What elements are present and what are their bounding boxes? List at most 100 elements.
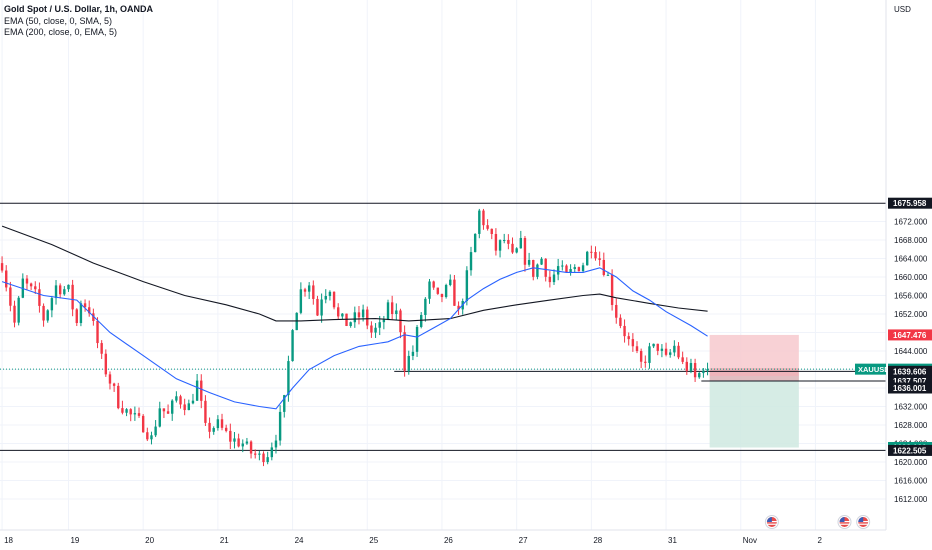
candle-body [75, 309, 78, 324]
level-label-1637-bg [888, 375, 932, 387]
candle-body [577, 267, 581, 272]
candle-body [411, 351, 415, 356]
y-tick-label: 1620.000 [894, 458, 928, 467]
candle-body [693, 363, 697, 378]
candle-body [150, 435, 153, 440]
candle-body [639, 350, 643, 362]
chart-legend[interactable]: Gold Spot / U.S. Dollar, 1h, OANDA EMA (… [4, 4, 153, 39]
y-tick-label: 1668.000 [894, 236, 928, 245]
candle-body [532, 259, 535, 277]
candle-body [200, 380, 203, 401]
horizontal-levels[interactable] [0, 202, 886, 451]
candle-body [590, 251, 593, 253]
candle-body [46, 310, 49, 321]
candle-body [453, 279, 456, 306]
candle-body [216, 419, 220, 429]
candle-body [0, 263, 4, 271]
level-label-1639-bg [888, 365, 932, 377]
candle-body [125, 409, 128, 413]
y-tick-label: 1672.000 [894, 218, 928, 227]
candle-body [610, 274, 614, 305]
candle-body [88, 307, 91, 314]
candle-body [349, 322, 352, 326]
us-flag-icon[interactable] [837, 515, 852, 529]
candle-body [17, 297, 20, 323]
candle-body [473, 233, 477, 253]
x-tick-label: Nov [743, 536, 757, 545]
candle-body [291, 330, 294, 362]
stop-label-text: 1647.476 [893, 331, 927, 340]
candle-body [702, 370, 705, 374]
candle-body [361, 309, 365, 318]
candle-body [38, 289, 41, 306]
candle-body [307, 285, 311, 292]
position-tool[interactable] [709, 334, 799, 448]
candle-body [154, 426, 157, 436]
y-tick-label: 1628.000 [894, 421, 928, 430]
symbol-tag-text: XAUUSD [858, 365, 890, 374]
candle-body [249, 441, 253, 454]
candle-body [96, 320, 99, 344]
candle-body [544, 258, 547, 277]
candle-body [9, 287, 12, 306]
candle-body [581, 265, 585, 272]
currency-label: USD [894, 5, 911, 14]
candle-body [673, 345, 676, 353]
us-flag-icon[interactable] [764, 515, 779, 529]
candle-body [312, 285, 315, 299]
candle-body [635, 346, 639, 351]
stop-label: 1647.476 [888, 329, 932, 341]
level-label-1639-text: 1639.606 [893, 367, 927, 376]
candle-body [79, 303, 83, 324]
candle-body [117, 385, 120, 409]
candle-body [511, 243, 514, 253]
candle-body [328, 291, 332, 297]
level-label-top-bg [888, 197, 932, 209]
candle-body [698, 373, 701, 378]
candle-body [586, 251, 589, 266]
candle-body [457, 305, 460, 310]
candle-body [58, 285, 62, 295]
level-label-bottom-bg [888, 444, 932, 456]
candle-body [254, 453, 257, 455]
ema50-legend-item[interactable]: EMA (50, close, 0, SMA, 5) [4, 15, 113, 26]
level-label-1639: 1639.606 [888, 365, 932, 377]
candle-body [644, 361, 647, 363]
candle-body [465, 270, 469, 302]
x-tick-label: 26 [444, 536, 453, 545]
candle-body [274, 440, 278, 448]
candle-body [386, 302, 390, 320]
us-flag-icon[interactable] [856, 515, 871, 529]
candle-body [100, 343, 103, 354]
event-flags[interactable] [764, 515, 871, 529]
candle-body [299, 289, 303, 313]
flag-canton [766, 517, 772, 522]
candle-body [395, 310, 398, 315]
candle-body [378, 322, 381, 328]
candle-body [158, 408, 161, 427]
candle-body [469, 252, 473, 271]
candle-body [104, 353, 108, 375]
candle-body [34, 286, 37, 290]
candle-body [137, 413, 141, 416]
candle-body [324, 296, 327, 300]
candle-body [283, 395, 286, 412]
y-tick-label: 1656.000 [894, 292, 928, 301]
flag-stripe [766, 523, 777, 525]
candle-body [444, 284, 448, 298]
take-profit-zone [709, 375, 799, 448]
candle-body [482, 210, 485, 226]
candle-body [341, 313, 344, 317]
candle-body [366, 309, 369, 326]
candle-body [660, 348, 664, 351]
grid [0, 0, 886, 530]
candle-body [540, 258, 543, 265]
candle-body [229, 430, 232, 442]
candle-body [627, 336, 630, 340]
candle-body [677, 345, 680, 358]
candle-body [146, 432, 149, 440]
level-label-1637-text: 1637.507 [893, 377, 927, 386]
ema200-legend-item[interactable]: EMA (200, close, 0, EMA, 5) [4, 27, 118, 37]
